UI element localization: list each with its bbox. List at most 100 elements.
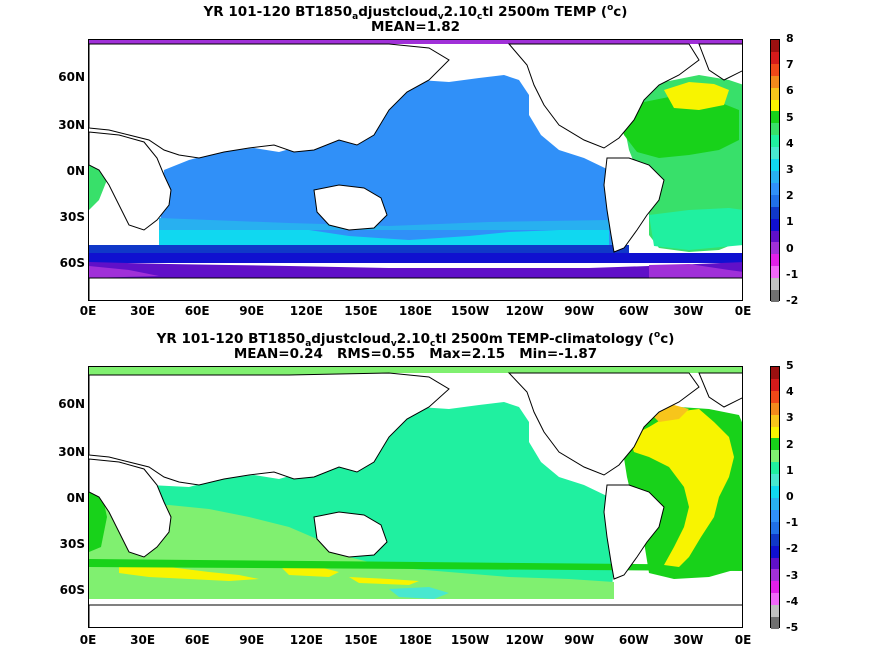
colorbar-tick-label: -2 [786, 294, 799, 307]
colorbar-segment [771, 390, 779, 404]
atlantic-green [619, 95, 739, 158]
colorbar-segment [771, 581, 779, 594]
south-atlantic-pale [649, 208, 742, 250]
colorbar-tick-label: -2 [786, 542, 799, 556]
colorbar-tick-label: 1 [786, 215, 794, 229]
x-tick-label: 120W [505, 633, 544, 647]
x-tick-label: 0E [79, 633, 97, 647]
colorbar-tick-label: 4 [786, 385, 794, 399]
greenland-landmass [698, 43, 742, 81]
colorbar-tick-label: 2 [786, 437, 794, 451]
antarctica-landmass [89, 277, 742, 300]
y-tick-label: 0N [66, 164, 85, 178]
colorbar-segment [771, 51, 779, 65]
north-america-landmass [507, 43, 700, 149]
temp-panel: YR 101-120 BT1850adjustcloudv2.10ctl 250… [0, 0, 875, 318]
colorbar-segment [771, 367, 779, 380]
cyan-patch [389, 587, 449, 599]
colorbar-segment [771, 462, 779, 475]
colorbar-segment [771, 617, 779, 630]
y-tick-label: 60S [59, 256, 85, 270]
y-tick-label: 60S [59, 583, 85, 597]
panel-stats: MEAN=1.82 [370, 19, 461, 35]
x-tick-label: 90W [564, 304, 595, 318]
colorbar [770, 366, 780, 630]
colorbar-segment [771, 545, 779, 559]
colorbar-segment [771, 521, 779, 535]
x-tick-label: 0E [734, 304, 752, 318]
colorbar-segment [771, 474, 779, 487]
panel-stats: MEAN=0.24 RMS=0.55 Max=2.15 Min=-1.87 [233, 346, 598, 362]
colorbar-segment [771, 111, 779, 124]
colorbar-tick-label: 0 [786, 241, 794, 255]
colorbar-segment [771, 557, 779, 570]
colorbar-segment [771, 75, 779, 89]
x-tick-label: 120E [289, 633, 323, 647]
colorbar-tick-label: -4 [786, 594, 799, 608]
y-tick-label: 30N [58, 445, 85, 459]
colorbar-segment [771, 533, 779, 547]
colorbar [770, 39, 780, 303]
pacific-indian-field [159, 75, 614, 252]
colorbar-segment [771, 569, 779, 582]
x-tick-label: 180E [398, 633, 433, 647]
colorbar-segment [771, 414, 779, 428]
y-tick-label: 60N [58, 70, 85, 84]
x-tick-label: 150W [450, 633, 490, 647]
x-axis-labels: 0E 30E 60E 90E 120E 150E 180E 150W 120W 90W 60W 30W… [0, 633, 875, 649]
south-america-landmass [603, 484, 665, 580]
colorbar-segment [771, 426, 779, 439]
colorbar-tick-label: -1 [786, 516, 799, 530]
colorbar-segment [771, 159, 779, 172]
y-tick-label: 0N [66, 491, 85, 505]
x-tick-label: 0E [79, 304, 97, 318]
y-tick-label: 30N [58, 118, 85, 132]
magenta-patches [89, 264, 742, 278]
antarctica-landmass [89, 604, 742, 627]
purple-margin [89, 262, 742, 278]
greenland-landmass [698, 372, 742, 408]
x-tick-label: 90E [239, 633, 265, 647]
x-tick-label: 120W [505, 304, 544, 318]
colorbar-segment [771, 182, 779, 196]
colorbar-tick-label: -3 [786, 568, 799, 582]
colorbar-segment [771, 498, 779, 511]
colorbar-segment [771, 593, 779, 606]
deep-blue-band [89, 245, 629, 255]
colorbar-segment [771, 378, 779, 392]
colorbar-segment [771, 254, 779, 267]
colorbar-tick-label: 4 [786, 136, 794, 150]
panel-title: YR 101-120 BT1850adjustcloudv2.10ctl 250… [156, 330, 675, 349]
arctic-strip [89, 40, 742, 44]
colorbar-segment [771, 123, 779, 136]
y-tick-label: 30S [59, 210, 85, 224]
colorbar-tick-label: 6 [786, 84, 794, 98]
colorbar-segment [771, 450, 779, 463]
x-tick-label: 30E [130, 304, 156, 318]
colorbar-segment [771, 605, 779, 618]
map-plot [88, 39, 743, 301]
australia-landmass [313, 511, 388, 558]
colorbar-segment [771, 402, 779, 416]
x-tick-label: 30E [130, 633, 156, 647]
colorbar-segment [771, 40, 779, 53]
x-tick-label: 60W [618, 304, 649, 318]
colorbar-tick-label: -1 [786, 267, 799, 281]
colorbar-segment [771, 171, 779, 184]
colorbar-tick-label: 8 [786, 32, 794, 45]
colorbar-segment [771, 438, 779, 451]
anomaly-panel: YR 101-120 BT1850adjustcloudv2.10ctl 250… [0, 327, 875, 656]
x-axis-labels: 0E 30E 60E 90E 120E 150E 180E 150W 120W 90W 60W 30W… [0, 304, 875, 320]
map-plot [88, 366, 743, 628]
x-tick-label: 30W [673, 633, 704, 647]
colorbar-tick-label: 7 [786, 58, 794, 72]
colorbar-tick-label: 5 [786, 359, 794, 372]
y-tick-label: 30S [59, 537, 85, 551]
x-tick-label: 180E [398, 304, 433, 318]
colorbar-segment [771, 206, 779, 220]
colorbar-segment [771, 509, 779, 523]
navy-band [89, 253, 742, 263]
colorbar-segment [771, 99, 779, 112]
x-tick-label: 60W [618, 633, 649, 647]
x-tick-label: 150E [344, 304, 378, 318]
